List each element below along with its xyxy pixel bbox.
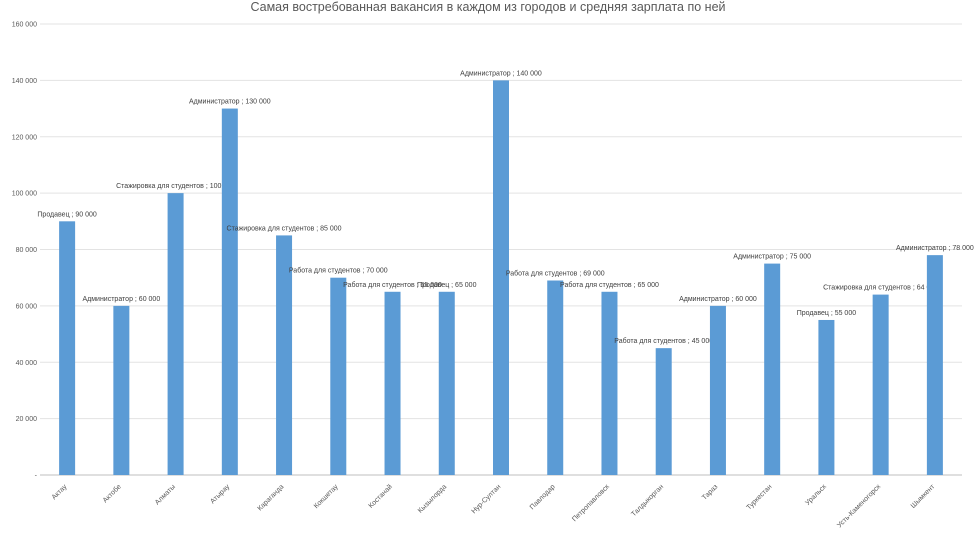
bar bbox=[709, 305, 726, 475]
data-label: Администратор ; 140 000 bbox=[460, 70, 542, 77]
data-label: Стажировка для студентов ; 100 000 bbox=[116, 183, 235, 190]
data-label: Администратор ; 60 000 bbox=[679, 296, 757, 303]
bar bbox=[59, 221, 76, 475]
x-tick-label: Уральск bbox=[804, 483, 828, 507]
data-label: Администратор ; 78 000 bbox=[896, 245, 974, 252]
x-tick-label: Усть-Каменогорск bbox=[836, 483, 883, 530]
x-tick-label: Атырау bbox=[209, 483, 231, 505]
bar bbox=[330, 277, 347, 475]
y-tick-label: 140 000 bbox=[12, 78, 37, 85]
x-tick-label: Кокшетау bbox=[313, 483, 340, 510]
bar bbox=[601, 291, 618, 475]
data-label: Стажировка для студентов ; 85 000 bbox=[227, 225, 342, 232]
x-tick-label: Караганда bbox=[257, 483, 286, 512]
x-tick-label: Кызылорда bbox=[417, 483, 448, 514]
bar bbox=[276, 235, 293, 475]
data-label: Продавец ; 65 000 bbox=[417, 282, 477, 289]
y-tick-label: 100 000 bbox=[12, 191, 37, 198]
x-tick-label: Актобе bbox=[101, 483, 123, 505]
data-label: Администратор ; 75 000 bbox=[733, 254, 811, 261]
data-label: Стажировка для студентов ; 64 000 bbox=[823, 285, 938, 292]
data-label: Продавец ; 90 000 bbox=[37, 211, 97, 218]
bar bbox=[167, 193, 184, 475]
x-tick-label: Талдыкорган bbox=[630, 483, 665, 518]
bar bbox=[655, 348, 672, 475]
x-tick-label: Петропавловск bbox=[571, 483, 611, 523]
y-tick-label: - bbox=[35, 473, 38, 480]
x-tick-label: Шымкент bbox=[910, 483, 937, 510]
x-tick-label: Алматы bbox=[154, 483, 177, 506]
bar bbox=[547, 280, 564, 475]
y-tick-label: 20 000 bbox=[16, 416, 38, 423]
data-label: Работа для студентов ; 69 000 bbox=[506, 270, 605, 278]
data-label: Продавец ; 55 000 bbox=[797, 310, 857, 317]
data-label: Работа для студентов ; 65 000 bbox=[343, 281, 442, 289]
bar bbox=[221, 108, 238, 475]
bar bbox=[493, 80, 509, 475]
bar bbox=[384, 291, 401, 475]
x-tick-label: Тараз bbox=[701, 483, 719, 501]
data-label: Работа для студентов ; 65 000 bbox=[560, 281, 659, 289]
bar bbox=[926, 255, 943, 475]
data-label: Администратор ; 130 000 bbox=[189, 99, 271, 106]
y-tick-label: 80 000 bbox=[16, 247, 38, 254]
bar bbox=[872, 294, 889, 475]
x-tick-label: Павлодар bbox=[529, 483, 557, 511]
y-tick-label: 120 000 bbox=[12, 134, 37, 141]
bar bbox=[818, 319, 835, 475]
bar bbox=[113, 305, 130, 475]
bar bbox=[438, 291, 455, 475]
data-label: Администратор ; 60 000 bbox=[82, 296, 160, 303]
chart-title: Самая востребованная вакансия в каждом и… bbox=[250, 0, 726, 14]
x-tick-label: Актау bbox=[51, 483, 69, 501]
data-label: Работа для студентов ; 45 000 bbox=[614, 337, 713, 345]
x-tick-label: Костанай bbox=[367, 483, 394, 510]
bar bbox=[764, 263, 781, 475]
x-tick-label: Нур-Султан bbox=[471, 483, 503, 515]
y-tick-label: 160 000 bbox=[12, 22, 37, 29]
y-tick-label: 60 000 bbox=[16, 303, 38, 310]
x-tick-label: Туркестан bbox=[746, 483, 774, 511]
y-tick-label: 40 000 bbox=[16, 360, 38, 367]
data-label: Работа для студентов ; 70 000 bbox=[289, 267, 388, 275]
